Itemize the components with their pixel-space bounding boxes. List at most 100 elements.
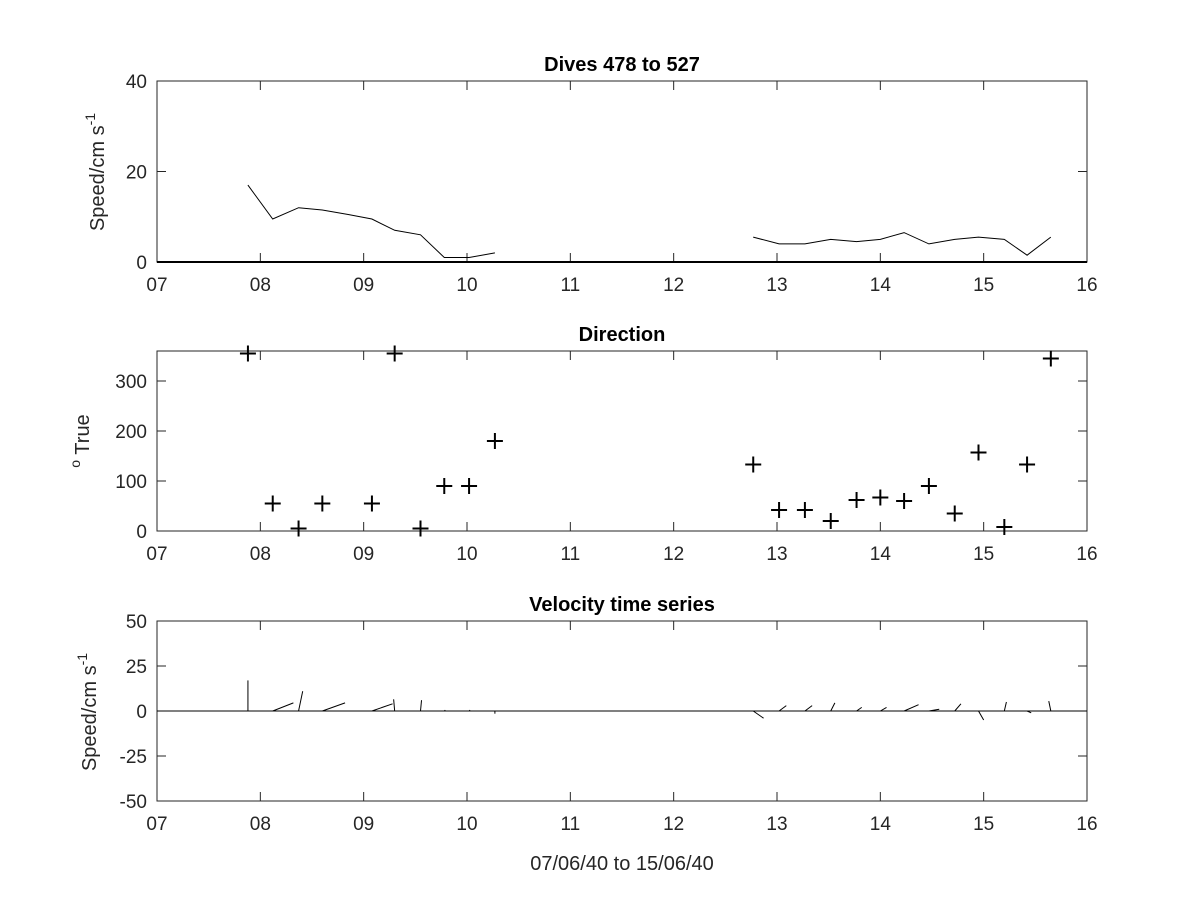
direction-panel-ylabel: o True: [67, 414, 94, 467]
direction-xtick-label: 15: [973, 544, 994, 565]
direction-ytick-label: 0: [136, 522, 147, 543]
velocity-ytick-label: -50: [120, 792, 147, 813]
velocity-panel-title: Velocity time series: [529, 594, 715, 616]
velocity-velocity-stick: [322, 702, 346, 712]
direction-point-marker: [872, 489, 889, 506]
speed-series-line: [753, 232, 1052, 256]
speed-xtick-label: 12: [663, 275, 684, 296]
speed-xtick-label: 11: [560, 275, 580, 296]
velocity-xtick-label: 14: [870, 814, 892, 835]
direction-panel-ylabel-text: True: [72, 414, 94, 460]
direction-point-marker: [796, 502, 813, 518]
velocity-velocity-stick: [420, 700, 423, 712]
velocity-ytick-label: 50: [126, 612, 147, 633]
speed-xtick-label: 08: [250, 275, 271, 296]
speed-xtick-label: 10: [456, 275, 477, 296]
velocity-panel: Velocity time series Speed/cm s-1 07/06/…: [74, 594, 1098, 875]
velocity-panel-xlabel: 07/06/40 to 15/06/40: [530, 853, 714, 875]
velocity-velocity-stick: [928, 708, 940, 712]
velocity-velocity-stick: [903, 704, 919, 712]
direction-point-marker: [486, 433, 503, 449]
direction-ytick-label: 300: [115, 372, 147, 393]
speed-panel: Dives 478 to 527 Speed/cm s-1 07 08 09 10 11…: [82, 54, 1098, 296]
direction-point-marker: [745, 456, 762, 473]
velocity-xtick-label: 11: [560, 814, 580, 835]
direction-xtick-label: 14: [870, 544, 892, 565]
velocity-velocity-stick: [830, 702, 836, 712]
direction-point-marker: [896, 493, 913, 509]
direction-xtick-label: 16: [1076, 544, 1097, 565]
speed-panel-ylabel-text: Speed/cm s: [87, 125, 109, 231]
velocity-panel-ylabel-text: Speed/cm s: [79, 665, 101, 771]
velocity-xtick-label: 16: [1076, 814, 1097, 835]
direction-xtick-label: 07: [146, 544, 167, 565]
velocity-panel-ylabel-superscript: -1: [74, 653, 90, 666]
direction-point-marker: [996, 519, 1013, 535]
speed-panel-title: Dives 478 to 527: [544, 54, 700, 76]
velocity-ytick-label: 25: [126, 657, 147, 678]
direction-axes-box: [156, 350, 1088, 532]
velocity-velocity-stick: [880, 706, 887, 712]
velocity-panel-ylabel: Speed/cm s-1: [74, 653, 101, 771]
direction-point-marker: [1019, 456, 1036, 473]
direction-ytick-label: 100: [115, 472, 147, 493]
velocity-velocity-stick: [468, 709, 471, 712]
velocity-ytick-label: -25: [120, 747, 147, 768]
velocity-velocity-stick: [804, 705, 813, 712]
velocity-velocity-stick: [371, 703, 393, 712]
velocity-velocity-stick: [856, 706, 863, 712]
velocity-velocity-stick: [443, 709, 446, 712]
direction-xtick-label: 08: [250, 544, 271, 565]
velocity-xtick-label: 09: [353, 814, 374, 835]
direction-point-marker: [264, 495, 281, 512]
direction-point-marker: [386, 345, 403, 362]
direction-panel-ylabel-superscript: o: [67, 460, 83, 468]
velocity-xtick-label: 12: [663, 814, 684, 835]
direction-point-marker: [970, 444, 987, 461]
speed-xtick-label: 14: [870, 275, 892, 296]
velocity-xtick-label: 08: [250, 814, 271, 835]
direction-point-marker: [412, 520, 429, 537]
direction-point-marker: [848, 492, 865, 508]
velocity-velocity-stick: [778, 705, 787, 712]
direction-panel: Direction o True 07 08 09 10 11 12 13 14 15 16 0 10…: [67, 324, 1098, 565]
direction-point-marker: [461, 478, 478, 494]
speed-xtick-label: 09: [353, 275, 374, 296]
direction-xtick-label: 13: [766, 544, 787, 565]
speed-panel-ylabel: Speed/cm s-1: [82, 113, 109, 231]
speed-xtick-label: 15: [973, 275, 994, 296]
direction-panel-title: Direction: [579, 324, 666, 346]
direction-xtick-label: 12: [663, 544, 684, 565]
velocity-velocity-stick: [978, 710, 985, 721]
direction-xtick-label: 09: [353, 544, 374, 565]
velocity-xtick-label: 07: [146, 814, 167, 835]
direction-ytick-label: 200: [115, 422, 147, 443]
velocity-velocity-stick: [393, 699, 396, 712]
direction-point-marker: [363, 495, 380, 512]
velocity-ytick-label: 0: [136, 702, 147, 723]
speed-panel-ylabel-superscript: -1: [82, 113, 98, 126]
velocity-xtick-label: 10: [456, 814, 477, 835]
velocity-velocity-stick: [272, 702, 294, 712]
direction-point-marker: [946, 505, 963, 522]
velocity-xtick-label: 15: [973, 814, 994, 835]
speed-xtick-label: 16: [1076, 275, 1097, 296]
velocity-velocity-stick: [1048, 700, 1052, 712]
direction-xtick-label: 11: [560, 544, 580, 565]
direction-point-marker: [822, 513, 839, 529]
speed-ytick-label: 40: [126, 72, 147, 93]
direction-point-marker: [920, 478, 937, 494]
velocity-velocity-stick: [1026, 710, 1032, 714]
speed-ytick-label: 0: [136, 253, 147, 274]
direction-point-marker: [436, 478, 453, 494]
direction-point-marker: [771, 502, 788, 518]
velocity-velocity-stick: [954, 703, 962, 712]
direction-point-marker: [290, 520, 307, 537]
speed-ytick-label: 20: [126, 163, 147, 184]
direction-point-marker: [314, 495, 331, 512]
velocity-velocity-stick: [298, 691, 304, 712]
speed-xtick-label: 13: [766, 275, 787, 296]
velocity-velocity-stick: [752, 710, 764, 719]
